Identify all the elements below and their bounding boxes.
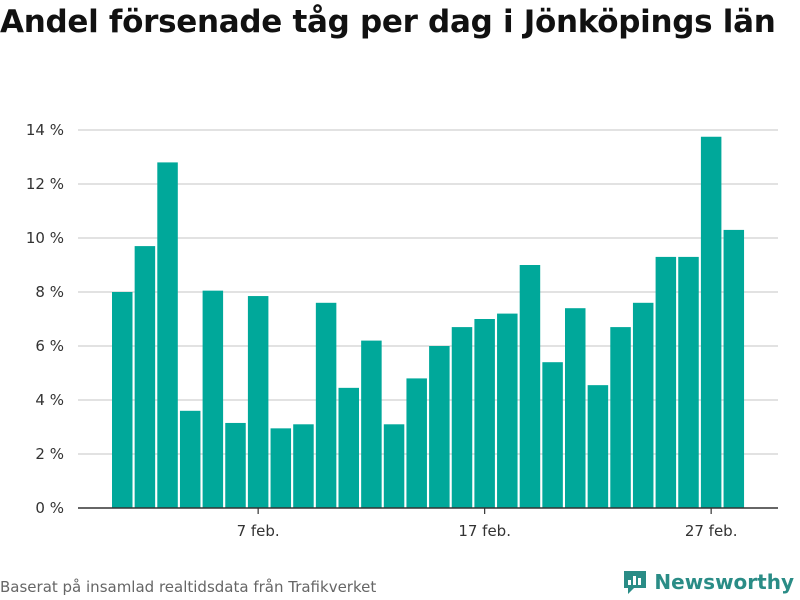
bar[interactable]: 13 feb.: 3.1 % <box>383 424 405 508</box>
bar[interactable]: 5 feb.: 8.05 % <box>202 290 224 508</box>
bar[interactable]: 18 feb.: 7.2 % <box>497 313 518 508</box>
y-tick-label: 0 % <box>35 499 64 517</box>
x-tick-label: 7 feb. <box>237 522 280 540</box>
bar[interactable]: 20 feb.: 5.4 % <box>542 362 563 508</box>
bar[interactable]: 23 feb.: 6.7 % <box>610 327 631 508</box>
bar[interactable]: 14 feb.: 4.8 % <box>406 378 427 508</box>
y-tick-label: 2 % <box>35 445 64 463</box>
bar[interactable]: 19 feb.: 9 % <box>519 265 541 508</box>
bar[interactable]: 27 feb.: 13.75 % <box>700 136 722 508</box>
bar[interactable]: 2 feb.: 9.7 % <box>134 246 156 508</box>
bar[interactable]: 11 feb.: 4.45 % <box>338 387 360 508</box>
bar[interactable]: 15 feb.: 6 % <box>429 346 450 508</box>
bar[interactable]: 25 feb.: 9.3 % <box>655 256 677 508</box>
y-tick-label: 14 % <box>26 121 64 139</box>
bar[interactable]: 22 feb.: 4.55 % <box>587 385 609 508</box>
bar[interactable]: 10 feb.: 7.6 % <box>315 302 337 508</box>
bar[interactable]: 9 feb.: 3.1 % <box>293 424 314 508</box>
bar[interactable]: 4 feb.: 3.6 % <box>179 410 201 508</box>
axes <box>78 507 778 514</box>
x-tick-label: 17 feb. <box>458 522 511 540</box>
bar[interactable]: 6 feb.: 3.15 % <box>225 422 246 508</box>
bar[interactable]: 8 feb.: 2.95 % <box>270 428 292 508</box>
source-note: Baserat på insamlad realtidsdata från Tr… <box>0 578 377 596</box>
y-tick-label: 8 % <box>35 283 64 301</box>
bar[interactable]: 24 feb.: 7.6 % <box>632 302 654 508</box>
y-tick-label: 6 % <box>35 337 64 355</box>
bar[interactable]: 28 feb.: 10.3 % <box>723 229 745 508</box>
bar[interactable]: 16 feb.: 6.7 % <box>451 327 473 508</box>
bar[interactable]: 7 feb.: 7.85 % <box>247 296 269 508</box>
brand-name: Newsworthy <box>654 570 794 594</box>
y-tick-label: 4 % <box>35 391 64 409</box>
tick-labels: 0 % 2 % 4 % 6 % 8 % 10 % 12 % 14 % 7 feb. 17 feb.… <box>26 121 738 540</box>
chart-title: Andel försenade tåg per dag i Jönköpings… <box>0 4 776 40</box>
bar-chart: 1 feb.: 8 %2 feb.: 9.7 %3 feb.: 12.8 %4 … <box>26 121 778 540</box>
bar[interactable]: 26 feb.: 9.3 % <box>678 256 699 508</box>
bar[interactable]: 17 feb.: 7 % <box>474 319 495 508</box>
x-tick-label: 27 feb. <box>685 522 738 540</box>
newsworthy-logo-icon <box>624 571 647 594</box>
y-tick-label: 12 % <box>26 175 64 193</box>
bar[interactable]: 21 feb.: 7.4 % <box>565 308 586 508</box>
bar[interactable]: 1 feb.: 8 % <box>112 292 133 508</box>
y-tick-label: 10 % <box>26 229 64 247</box>
bar[interactable]: 3 feb.: 12.8 % <box>157 162 178 508</box>
brand-logo[interactable]: Newsworthy <box>622 568 794 596</box>
bar[interactable]: 12 feb.: 6.2 % <box>361 340 382 508</box>
bars: 1 feb.: 8 %2 feb.: 9.7 %3 feb.: 12.8 %4 … <box>112 136 745 508</box>
